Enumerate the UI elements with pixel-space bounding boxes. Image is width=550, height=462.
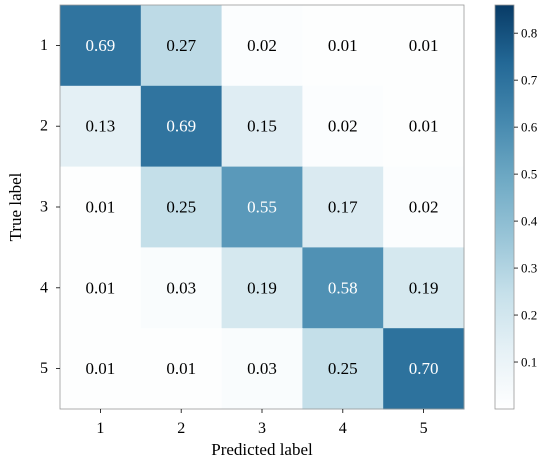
y-tick-label: 3 [40, 199, 48, 216]
heatmap-cell [383, 328, 465, 410]
heatmap-cell [60, 166, 142, 248]
colorbar-tick-label: 0.6 [521, 120, 538, 135]
x-tick-label: 2 [177, 420, 185, 437]
colorbar-tick-label: 0.8 [521, 26, 537, 41]
cell-value-label: 0.03 [166, 278, 196, 297]
x-tick-label: 3 [258, 420, 266, 437]
colorbar-tick-label: 0.2 [521, 308, 537, 323]
cell-value-label: 0.58 [328, 278, 358, 297]
heatmap-cell [383, 166, 465, 248]
cell-value-label: 0.25 [328, 359, 358, 378]
y-axis-ticks: 1 2 3 4 5 [40, 37, 60, 377]
colorbar-tick-label: 0.7 [521, 73, 538, 88]
colorbar-tick-label: 0.5 [521, 167, 537, 182]
cell-value-label: 0.27 [166, 36, 196, 55]
heatmap-cell [221, 5, 303, 87]
heatmap-cell [302, 5, 384, 87]
heatmap-cell [383, 85, 465, 168]
cell-value-label: 0.01 [409, 36, 439, 55]
cell-value-label: 0.55 [247, 198, 277, 217]
cell-value-label: 0.01 [86, 278, 116, 297]
cell-value-label: 0.17 [328, 198, 358, 217]
heatmap-cell [302, 328, 384, 410]
cell-value-label: 0.19 [247, 278, 277, 297]
cell-value-label: 0.13 [86, 117, 116, 136]
x-tick-label: 1 [96, 420, 104, 437]
cell-value-label: 0.69 [166, 117, 196, 136]
y-tick-label: 5 [40, 360, 48, 377]
x-axis-label: Predicted label [211, 440, 313, 459]
heatmap-cell [221, 247, 303, 329]
heatmap-cell [383, 247, 465, 329]
colorbar-tick-label: 0.1 [521, 355, 537, 370]
heatmap-cell [221, 166, 303, 248]
cell-value-label: 0.15 [247, 117, 277, 136]
colorbar [494, 4, 515, 410]
x-tick-label: 5 [420, 420, 428, 437]
cell-value-label: 0.19 [409, 278, 439, 297]
heatmap-cell [140, 166, 223, 248]
y-tick-label: 1 [40, 37, 48, 54]
cell-value-label: 0.03 [247, 359, 277, 378]
heatmap-cells: 0.69 0.27 0.02 0.01 0.01 0.13 0.69 0.15 0.02 0.01… [60, 5, 465, 410]
x-axis-ticks: 1 2 3 4 5 [96, 409, 428, 437]
cell-value-label: 0.25 [166, 198, 196, 217]
heatmap-cell [302, 166, 384, 248]
cell-value-label: 0.70 [409, 359, 439, 378]
heatmap-cell [140, 5, 223, 87]
heatmap-cell [60, 328, 142, 410]
heatmap-cell [60, 247, 142, 329]
cell-value-label: 0.02 [409, 198, 439, 217]
heatmap-cell [302, 247, 384, 329]
colorbar-tick-label: 0.3 [521, 261, 537, 276]
y-axis-label: True label [6, 172, 25, 241]
cell-value-label: 0.01 [86, 359, 116, 378]
heatmap-cell [140, 247, 223, 329]
cell-value-label: 0.69 [86, 36, 116, 55]
y-tick-label: 4 [40, 279, 48, 296]
heatmap-cell [221, 85, 303, 168]
cell-value-label: 0.02 [328, 117, 358, 136]
cell-value-label: 0.01 [166, 359, 196, 378]
heatmap-cell [221, 328, 303, 410]
heatmap-cell [302, 85, 384, 168]
cell-value-label: 0.01 [409, 117, 439, 136]
cell-value-label: 0.01 [328, 36, 358, 55]
heatmap-cell [60, 5, 142, 87]
cell-value-label: 0.02 [247, 36, 277, 55]
colorbar-ticks: 0.1 0.2 0.3 0.4 0.5 0.6 0.7 0.8 [514, 26, 538, 370]
x-tick-label: 4 [339, 420, 347, 437]
heatmap-cell [140, 85, 223, 168]
heatmap-cell [140, 328, 223, 410]
cell-value-label: 0.01 [86, 198, 116, 217]
heatmap-cell [383, 5, 465, 87]
y-tick-label: 2 [40, 118, 48, 135]
heatmap-cell [60, 85, 142, 168]
colorbar-tick-label: 0.4 [521, 214, 538, 229]
